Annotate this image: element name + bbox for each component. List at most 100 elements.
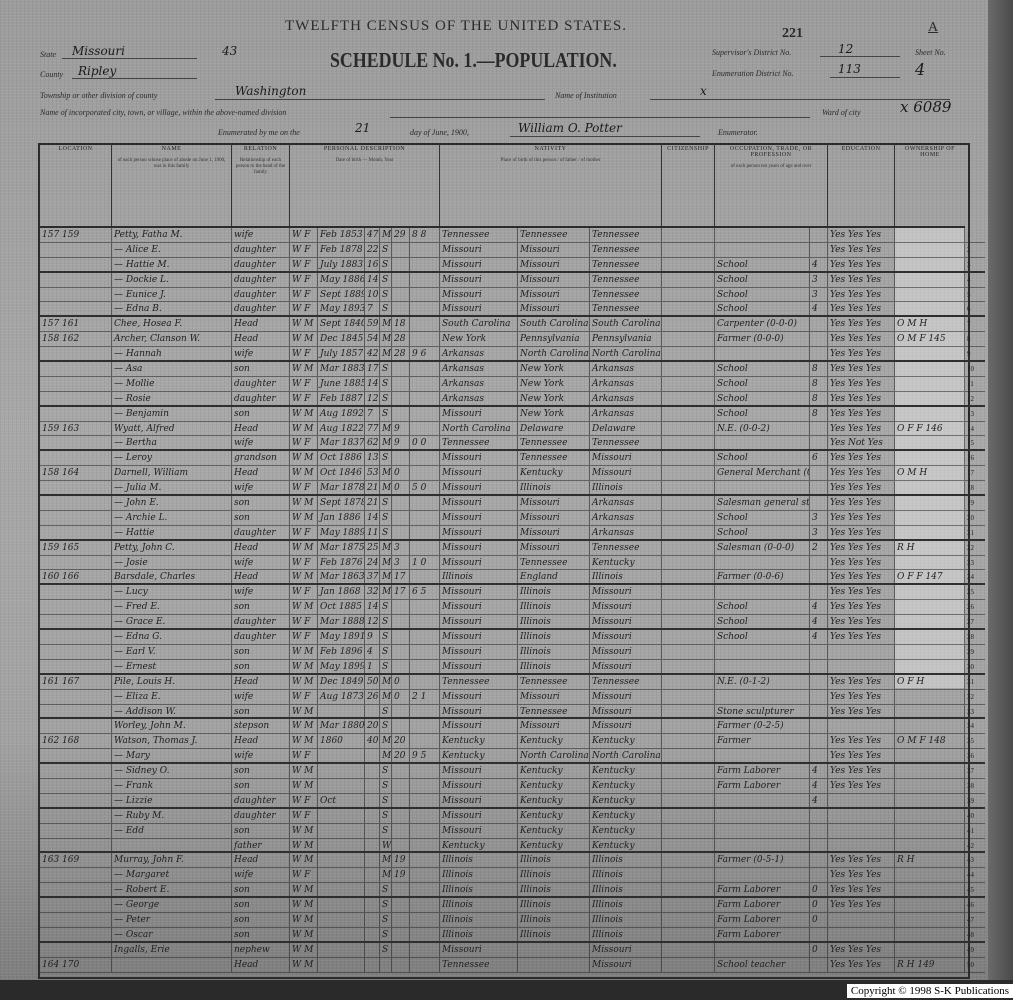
relation-cell: wife — [232, 228, 290, 242]
line-number: 47 — [967, 915, 974, 924]
county-label: County — [40, 70, 64, 79]
father-birthplace-cell: Missouri — [518, 242, 590, 257]
home-ownership-cell — [895, 436, 965, 450]
table-row: — Julia M. wife W F Mar 1878 21 M 0 5 0 Missouri… — [40, 481, 985, 497]
mother-birthplace-cell: Missouri — [590, 466, 662, 481]
age-cell — [365, 927, 380, 941]
years-married-cell — [392, 630, 410, 644]
education-cell: Yes Yes Yes — [828, 406, 895, 421]
school-months-cell: 2 — [810, 540, 828, 555]
occupation-cell: School — [715, 451, 810, 466]
birthplace-cell: South Carolina — [440, 317, 518, 332]
occupation-cell: School — [715, 287, 810, 302]
relation-cell: wife — [232, 689, 290, 704]
occupation-cell: School — [715, 391, 810, 405]
citizenship-cell — [662, 555, 715, 570]
age-cell — [365, 853, 380, 868]
line-number: 32 — [967, 692, 974, 701]
education-cell: Yes Yes Yes — [828, 555, 895, 570]
location-cell — [40, 376, 112, 391]
age-cell: 11 — [367, 525, 380, 539]
relation-cell: son — [232, 764, 290, 778]
birthplace-cell: Missouri — [440, 704, 518, 718]
relation-cell: daughter — [232, 376, 290, 391]
color-sex-cell: W M — [290, 853, 318, 868]
line-number: 5 — [967, 290, 971, 299]
citizenship-cell — [662, 615, 715, 629]
birth-date-cell: Mar 1888 — [320, 615, 365, 629]
occupation-cell: School — [715, 615, 810, 629]
sheet-value: 4 — [915, 60, 926, 79]
father-birthplace-cell: North Carolina — [520, 347, 590, 361]
table-row: — Josie wife W F Feb 1876 24 M 3 1 0 Missouri Ten… — [40, 555, 985, 571]
mother-birthplace-cell: Illinois — [590, 927, 662, 941]
marital-cell: S — [380, 808, 392, 823]
age-cell — [365, 764, 380, 778]
mother-birthplace-cell: Illinois — [590, 868, 662, 883]
father-birthplace-cell: Illinois — [518, 659, 590, 673]
mother-birthplace-cell: Arkansas — [590, 406, 662, 421]
birthplace-cell: Illinois — [440, 570, 518, 584]
school-months-cell: 3 — [810, 287, 828, 302]
marital-cell: M — [382, 540, 392, 555]
color-sex-cell: W M — [290, 704, 318, 718]
relation-cell: daughter — [232, 793, 290, 807]
relation-cell: Head — [232, 734, 290, 749]
age-cell: 7 — [365, 406, 380, 421]
occupation-cell — [715, 555, 810, 570]
school-months-cell: 8 — [810, 406, 828, 421]
marital-cell: S — [380, 257, 392, 271]
birthplace-cell: Tennessee — [440, 674, 518, 689]
father-birthplace-cell: Missouri — [518, 689, 590, 704]
years-married-cell: 29 — [392, 228, 410, 242]
name-cell: — Rosie — [112, 391, 232, 405]
home-ownership-cell: O M F 145 — [895, 332, 965, 347]
school-months-cell: 0 — [810, 883, 828, 897]
home-ownership-cell — [895, 912, 965, 927]
marital-cell: M — [382, 332, 392, 347]
color-sex-cell: W F — [290, 436, 318, 450]
mother-birthplace-cell: Tennessee — [590, 436, 662, 450]
age-cell: 25 — [367, 540, 380, 555]
location-cell — [40, 287, 112, 302]
age-cell — [365, 838, 380, 852]
age-cell: 42 — [367, 347, 380, 361]
marital-cell: S — [380, 630, 392, 644]
birthplace-cell: Missouri — [440, 496, 518, 510]
citizenship-cell — [662, 749, 715, 763]
school-months-cell — [810, 719, 828, 734]
school-months-cell: 0 — [810, 912, 828, 927]
marital-cell: S — [380, 615, 392, 629]
birth-date-cell: Dec 1845 — [320, 332, 365, 347]
years-married-cell — [392, 287, 410, 302]
education-cell: Yes Yes Yes — [828, 347, 895, 361]
relation-cell: daughter — [232, 272, 290, 287]
birthplace-cell: Illinois — [440, 927, 518, 941]
col-citizenship: CITIZENSHIP — [662, 143, 715, 228]
occupation-cell: School — [715, 600, 810, 615]
occupation-cell — [715, 749, 810, 763]
color-sex-cell: W M — [290, 362, 318, 376]
line-number: 49 — [967, 945, 974, 954]
birth-date-cell — [318, 749, 365, 763]
home-ownership-cell: O F H — [895, 674, 965, 689]
table-row: — Peter son W M S Illinois Illinois Illinois Fa… — [40, 912, 985, 928]
mother-birthplace-cell: Missouri — [590, 451, 662, 466]
citizenship-cell — [662, 481, 715, 495]
relation-cell: son — [232, 406, 290, 421]
father-birthplace-cell: North Carolina — [520, 749, 590, 763]
mother-birthplace-cell: Missouri — [590, 704, 662, 718]
birthplace-cell: Illinois — [440, 868, 518, 883]
education-cell — [828, 793, 895, 807]
age-cell — [365, 749, 380, 763]
col-relation: RELATION Relationship of each person to t… — [232, 143, 290, 228]
relation-cell: wife — [232, 481, 290, 495]
line-number: 9 — [967, 350, 971, 359]
birthplace-cell: Missouri — [440, 510, 518, 525]
table-row: — Mollie daughter W F June 1885 14 S Arkansas N… — [40, 376, 985, 392]
table-row: 162 168 Watson, Thomas J. Head W M 1860 40 M 20… — [40, 734, 985, 750]
birth-date-cell: Oct — [318, 793, 365, 807]
location-cell — [40, 942, 112, 957]
relation-cell: Head — [232, 570, 290, 584]
location-cell — [40, 406, 112, 421]
